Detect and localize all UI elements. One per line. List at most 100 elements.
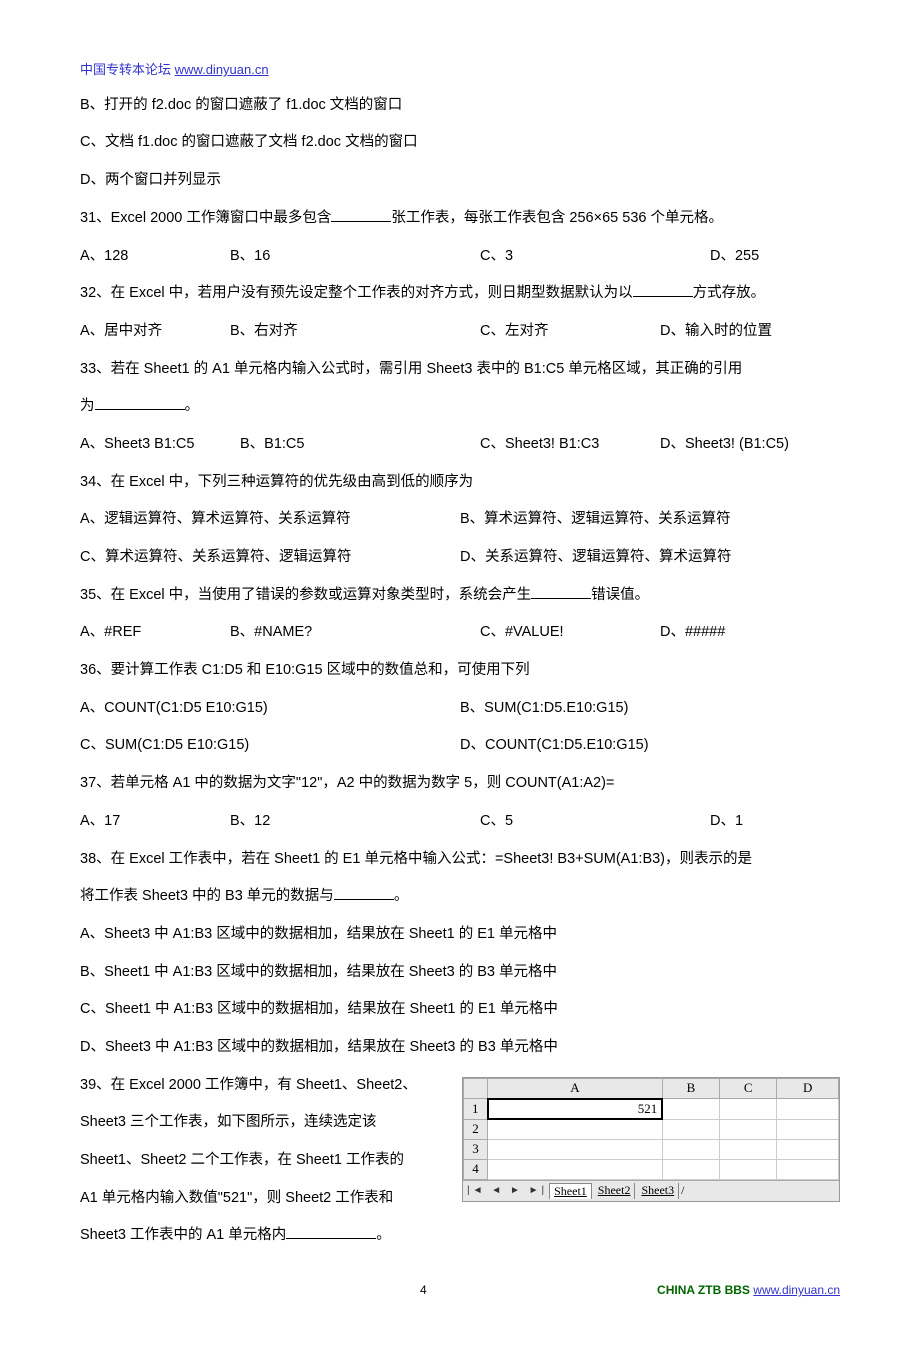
- q34-opt-d: D、关系运算符、逻辑运算符、算术运算符: [460, 539, 840, 577]
- q34-opt-c: C、算术运算符、关系运算符、逻辑运算符: [80, 539, 460, 577]
- q33-opt-d: D、Sheet3! (B1:C5): [660, 426, 789, 464]
- prev-option-c: C、文档 f1.doc 的窗口遮蔽了文档 f2.doc 文档的窗口: [80, 124, 840, 162]
- q35-opt-d: D、#####: [660, 614, 725, 652]
- q33-options: A、Sheet3 B1:C5 B、B1:C5 C、Sheet3! B1:C3 D…: [80, 426, 840, 464]
- q36-stem: 36、要计算工作表 C1:D5 和 E10:G15 区域中的数值总和，可使用下列: [80, 652, 840, 690]
- q36-opt-a: A、COUNT(C1:D5 E10:G15): [80, 690, 460, 728]
- q35-opt-c: C、#VALUE!: [480, 614, 660, 652]
- excel-cell: [488, 1139, 663, 1159]
- sheet-tab-2: Sheet2: [594, 1183, 636, 1199]
- q34-opt-a: A、逻辑运算符、算术运算符、关系运算符: [80, 501, 460, 539]
- q38-stem-2: 将工作表 Sheet3 中的 B3 单元的数据与。: [80, 878, 840, 916]
- excel-cell: [662, 1099, 719, 1120]
- blank-fill: [331, 221, 391, 222]
- q32-opt-d: D、输入时的位置: [660, 313, 772, 351]
- q33-opt-c: C、Sheet3! B1:C3: [480, 426, 660, 464]
- q38-opt-d: D、Sheet3 中 A1:B3 区域中的数据相加，结果放在 Sheet3 的 …: [80, 1029, 840, 1067]
- excel-cell: [777, 1159, 839, 1179]
- excel-screenshot: A B C D 1 521 2 3 4: [462, 1077, 840, 1203]
- q39-line5: Sheet3 工作表中的 A1 单元格内。: [80, 1217, 450, 1255]
- q38-opt-b: B、Sheet1 中 A1:B3 区域中的数据相加，结果放在 Sheet3 的 …: [80, 954, 840, 992]
- excel-cell: [488, 1159, 663, 1179]
- q34-opt-b: B、算术运算符、逻辑运算符、关系运算符: [460, 501, 840, 539]
- excel-cell: [720, 1139, 777, 1159]
- q36-opt-c: C、SUM(C1:D5 E10:G15): [80, 727, 460, 765]
- excel-corner: [464, 1078, 488, 1098]
- footer-right: CHINA ZTB BBS www.dinyuan.cn: [657, 1275, 840, 1306]
- q32-options: A、居中对齐 B、右对齐 C、左对齐 D、输入时的位置: [80, 313, 840, 351]
- q37-stem: 37、若单元格 A1 中的数据为文字"12"，A2 中的数据为数字 5，则 CO…: [80, 765, 840, 803]
- excel-cell: [777, 1139, 839, 1159]
- q35-opt-a: A、#REF: [80, 614, 230, 652]
- page-footer: 4 CHINA ZTB BBS www.dinyuan.cn: [80, 1275, 840, 1306]
- blank-fill: [334, 899, 394, 900]
- q39-line3: Sheet1、Sheet2 二个工作表，在 Sheet1 工作表的: [80, 1142, 450, 1180]
- blank-fill: [286, 1238, 376, 1239]
- q32-stem: 32、在 Excel 中，若用户没有预先设定整个工作表的对齐方式，则日期型数据默…: [80, 275, 840, 313]
- q32-opt-c: C、左对齐: [480, 313, 660, 351]
- q34-options-2: C、算术运算符、关系运算符、逻辑运算符 D、关系运算符、逻辑运算符、算术运算符: [80, 539, 840, 577]
- q37-options: A、17 B、12 C、5 D、1: [80, 803, 840, 841]
- excel-cell: [720, 1099, 777, 1120]
- q39-container: 39、在 Excel 2000 工作簿中，有 Sheet1、Sheet2、 Sh…: [80, 1067, 840, 1255]
- q37-opt-d: D、1: [710, 803, 743, 841]
- q37-opt-a: A、17: [80, 803, 230, 841]
- q33-stem-2: 为。: [80, 388, 840, 426]
- q33-opt-a: A、Sheet3 B1:C5: [80, 426, 240, 464]
- q32-opt-a: A、居中对齐: [80, 313, 230, 351]
- q31-options: A、128 B、16 C、3 D、255: [80, 238, 840, 276]
- q31-opt-d: D、255: [710, 238, 759, 276]
- footer-link[interactable]: www.dinyuan.cn: [753, 1283, 840, 1297]
- q32-opt-b: B、右对齐: [230, 313, 480, 351]
- q35-stem: 35、在 Excel 中，当使用了错误的参数或运算对象类型时，系统会产生错误值。: [80, 577, 840, 615]
- sheet-tab-3: Sheet3: [637, 1183, 679, 1199]
- excel-cell: [777, 1119, 839, 1139]
- excel-row-3: 3: [464, 1139, 488, 1159]
- q38-opt-a: A、Sheet3 中 A1:B3 区域中的数据相加，结果放在 Sheet1 的 …: [80, 916, 840, 954]
- prev-option-d: D、两个窗口并列显示: [80, 162, 840, 200]
- q34-stem: 34、在 Excel 中，下列三种运算符的优先级由高到低的顺序为: [80, 464, 840, 502]
- q35-options: A、#REF B、#NAME? C、#VALUE! D、#####: [80, 614, 840, 652]
- tab-trailer: /: [681, 1183, 684, 1199]
- sheet-tab-1: Sheet1: [549, 1183, 592, 1200]
- q39-text: 39、在 Excel 2000 工作簿中，有 Sheet1、Sheet2、 Sh…: [80, 1067, 450, 1255]
- q34-options-1: A、逻辑运算符、算术运算符、关系运算符 B、算术运算符、逻辑运算符、关系运算符: [80, 501, 840, 539]
- excel-col-d: D: [777, 1078, 839, 1098]
- excel-cell: [662, 1139, 719, 1159]
- q38-stem-1: 38、在 Excel 工作表中，若在 Sheet1 的 E1 单元格中输入公式：…: [80, 841, 840, 879]
- q36-options-2: C、SUM(C1:D5 E10:G15) D、COUNT(C1:D5.E10:G…: [80, 727, 840, 765]
- excel-cell: [662, 1119, 719, 1139]
- excel-sheet-tabs: |◄ ◄ ► ►| Sheet1 Sheet2 Sheet3 /: [463, 1180, 839, 1202]
- excel-cell: [488, 1119, 663, 1139]
- excel-col-a: A: [488, 1078, 663, 1098]
- blank-fill: [95, 409, 185, 410]
- footer-label: CHINA ZTB BBS: [657, 1283, 750, 1297]
- q31-opt-c: C、3: [480, 238, 710, 276]
- excel-cell: [662, 1159, 719, 1179]
- header-link[interactable]: www.dinyuan.cn: [175, 62, 269, 77]
- q31-opt-b: B、16: [230, 238, 480, 276]
- header-prefix: 中国专转本论坛: [80, 62, 171, 77]
- q33-stem-1: 33、若在 Sheet1 的 A1 单元格内输入公式时，需引用 Sheet3 表…: [80, 351, 840, 389]
- excel-row-1: 1: [464, 1099, 488, 1120]
- excel-col-b: B: [662, 1078, 719, 1098]
- q37-opt-c: C、5: [480, 803, 710, 841]
- excel-col-c: C: [720, 1078, 777, 1098]
- excel-cell: [720, 1119, 777, 1139]
- q39-line4: A1 单元格内输入数值"521"，则 Sheet2 工作表和: [80, 1180, 450, 1218]
- blank-fill: [531, 598, 591, 599]
- q36-opt-b: B、SUM(C1:D5.E10:G15): [460, 690, 840, 728]
- q38-opt-c: C、Sheet1 中 A1:B3 区域中的数据相加，结果放在 Sheet1 的 …: [80, 991, 840, 1029]
- excel-cell: [720, 1159, 777, 1179]
- excel-row-4: 4: [464, 1159, 488, 1179]
- q31-opt-a: A、128: [80, 238, 230, 276]
- page-number: 4: [420, 1275, 427, 1306]
- nav-arrows-icon: |◄ ◄ ► ►|: [467, 1184, 547, 1197]
- prev-option-b: B、打开的 f2.doc 的窗口遮蔽了 f1.doc 文档的窗口: [80, 87, 840, 125]
- blank-fill: [633, 296, 693, 297]
- q39-line2: Sheet3 三个工作表，如下图所示，连续选定该: [80, 1104, 450, 1142]
- q36-options-1: A、COUNT(C1:D5 E10:G15) B、SUM(C1:D5.E10:G…: [80, 690, 840, 728]
- q39-line1: 39、在 Excel 2000 工作簿中，有 Sheet1、Sheet2、: [80, 1067, 450, 1105]
- excel-cell-a1: 521: [488, 1099, 663, 1120]
- q33-opt-b: B、B1:C5: [240, 426, 480, 464]
